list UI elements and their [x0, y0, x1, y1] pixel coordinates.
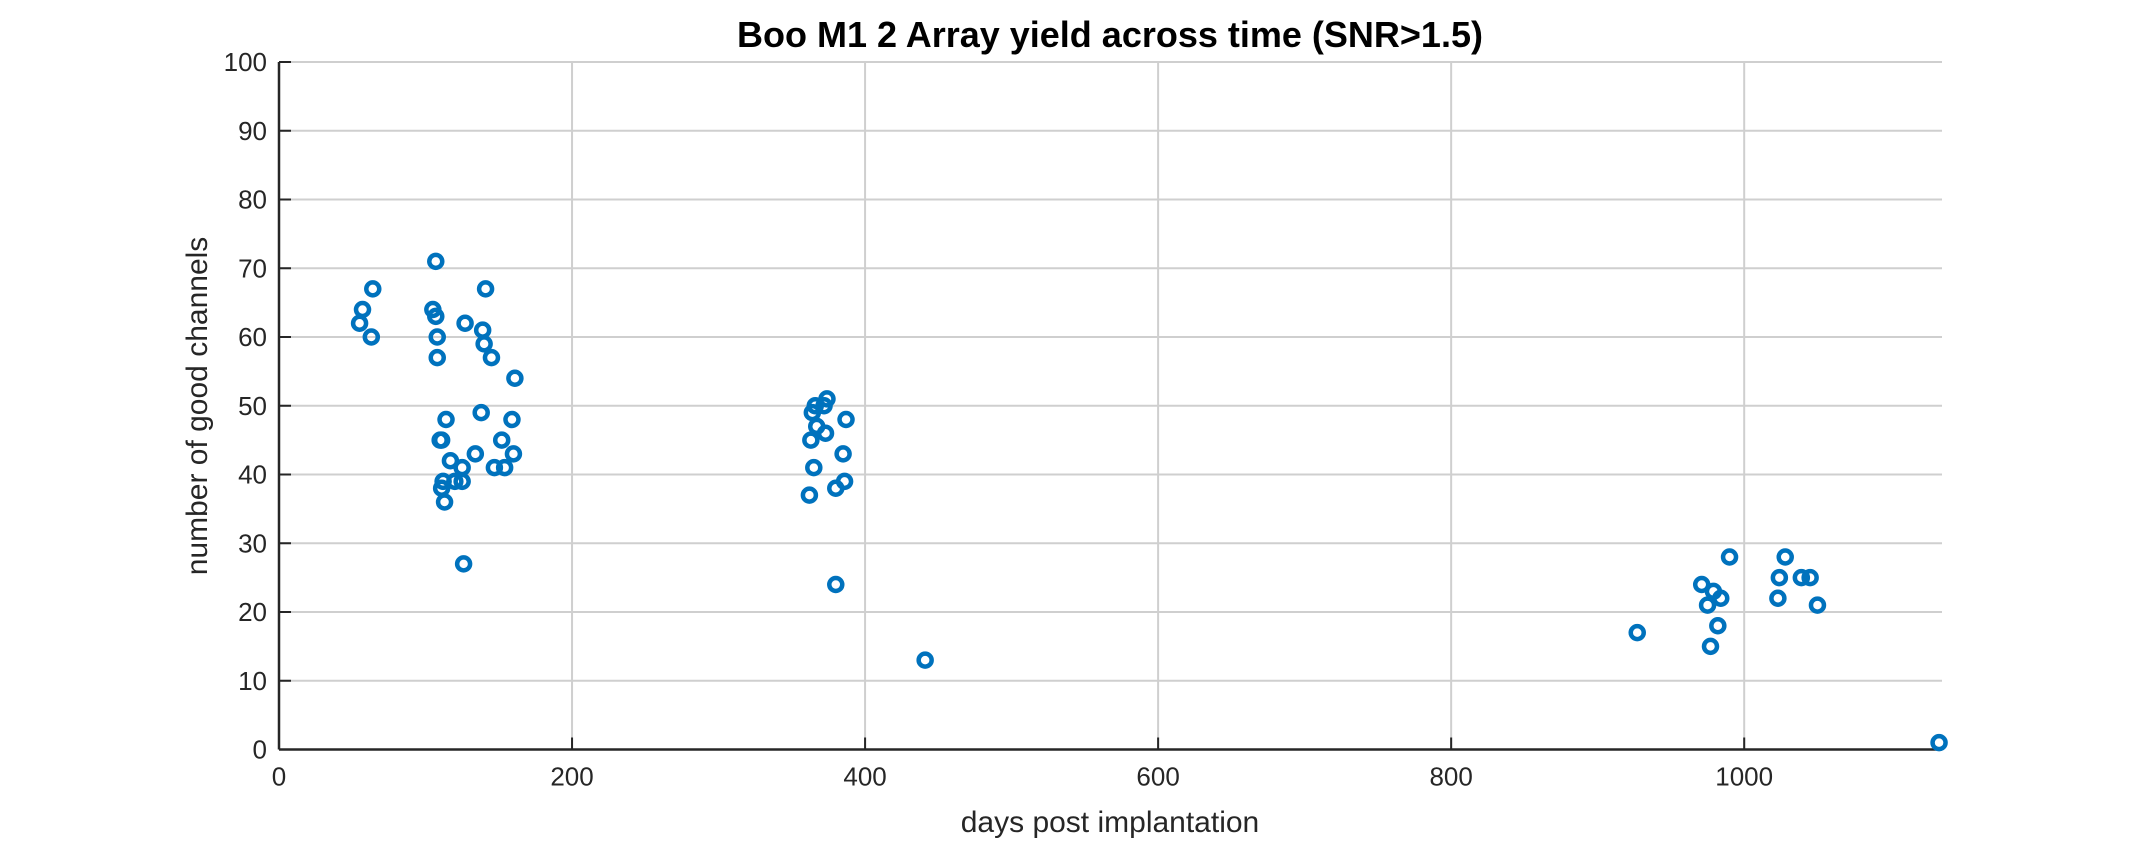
data-point — [482, 348, 501, 367]
data-point — [432, 431, 451, 449]
data-point — [916, 651, 934, 669]
data-point — [350, 314, 369, 332]
grid-lines — [279, 61, 1942, 750]
data-point — [427, 252, 445, 271]
y-tick-label: 10 — [238, 666, 267, 696]
data-point — [428, 328, 446, 346]
data-point — [353, 300, 372, 319]
data-point — [362, 328, 381, 346]
data-point — [1792, 568, 1811, 587]
data-point — [495, 458, 514, 477]
y-tick-label: 100 — [224, 47, 267, 77]
chart-title: Boo M1 2 Array yield across time (SNR>1.… — [737, 14, 1483, 55]
data-point — [818, 390, 836, 408]
data-point — [435, 493, 454, 511]
data-point — [504, 445, 523, 463]
data-point — [800, 486, 819, 504]
x-axis-label: days post implantation — [961, 806, 1260, 839]
data-point — [503, 410, 521, 429]
data-point — [506, 369, 524, 387]
data-point — [816, 424, 835, 442]
y-tick-label: 40 — [238, 460, 267, 490]
data-point — [802, 431, 820, 449]
x-tick-label: 800 — [1429, 762, 1472, 792]
data-points — [350, 252, 1948, 752]
data-point — [466, 445, 485, 463]
data-point — [837, 410, 855, 429]
data-point — [475, 335, 493, 353]
y-tick-label: 90 — [238, 116, 267, 146]
data-point — [805, 458, 823, 477]
data-point — [492, 431, 511, 449]
data-point — [834, 445, 852, 463]
y-tick-label: 0 — [253, 735, 267, 765]
y-tick-label: 80 — [238, 185, 267, 215]
data-point — [364, 280, 382, 298]
x-tick-label: 400 — [843, 762, 886, 792]
data-point — [446, 472, 464, 491]
x-tick-label: 1000 — [1715, 762, 1773, 792]
data-point — [1776, 548, 1794, 566]
data-point — [1769, 589, 1787, 607]
data-point — [1698, 596, 1717, 614]
data-point — [835, 472, 854, 491]
y-axis-label: number of good channels — [181, 237, 214, 576]
data-point — [1808, 596, 1827, 614]
data-point — [1720, 548, 1739, 566]
data-point — [485, 458, 504, 477]
x-tick-labels: 0 200 400 600 800 1000 — [272, 762, 1773, 792]
x-tick-label: 0 — [272, 762, 286, 792]
data-point — [427, 307, 445, 326]
data-point — [1930, 733, 1948, 752]
data-point — [1770, 568, 1789, 587]
tick-marks — [278, 61, 1746, 751]
y-tick-label: 50 — [238, 391, 267, 421]
data-point — [1801, 568, 1819, 587]
y-tick-label: 70 — [238, 253, 267, 283]
y-tick-label: 60 — [238, 322, 267, 352]
data-point — [428, 348, 446, 367]
y-tick-label: 20 — [238, 597, 267, 627]
data-point — [827, 575, 845, 594]
y-tick-label: 30 — [238, 528, 267, 558]
data-point — [472, 403, 490, 422]
data-point — [454, 555, 473, 573]
data-point — [1701, 637, 1720, 656]
data-point — [437, 410, 455, 429]
data-point — [1712, 589, 1730, 607]
x-tick-label: 600 — [1136, 762, 1179, 792]
x-tick-label: 200 — [550, 762, 593, 792]
data-point — [476, 280, 495, 298]
data-point — [473, 321, 492, 339]
data-point — [1709, 617, 1727, 635]
y-tick-labels: 0 10 20 30 40 50 60 70 80 90 100 — [224, 47, 267, 765]
data-point — [456, 314, 474, 332]
data-point — [453, 472, 471, 491]
data-point — [453, 458, 471, 477]
data-point — [1628, 623, 1646, 642]
